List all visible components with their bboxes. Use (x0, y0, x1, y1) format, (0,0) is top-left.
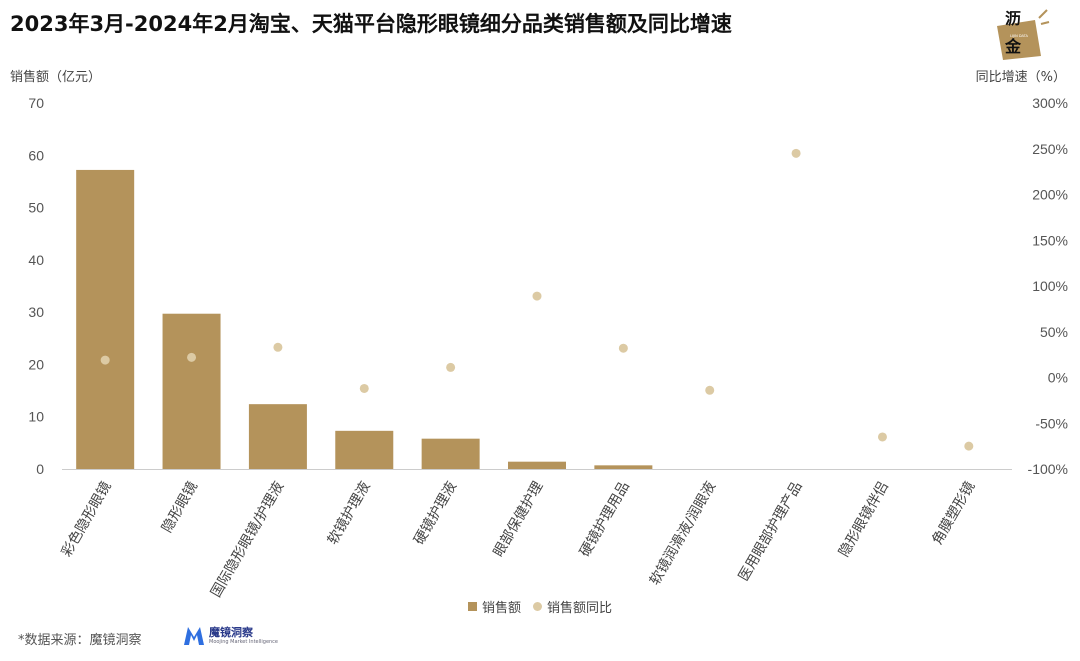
right-axis-title: 同比增速（%） (975, 70, 1066, 85)
right-tick-label: 250% (1032, 141, 1068, 157)
bar-5 (508, 461, 566, 469)
legend-item-sales: 销售额 (467, 597, 521, 616)
x-tick-label: 彩色隐形眼镜 (58, 479, 115, 560)
logo-ray-icon (1038, 9, 1048, 19)
yoy-dot-7 (705, 385, 715, 395)
x-tick-label: 硬镜护理液 (411, 479, 460, 548)
yoy-dot-9 (877, 432, 887, 442)
left-tick-label: 10 (28, 409, 44, 425)
x-tick-label: 软镜润滑液/润眼液 (646, 479, 719, 589)
x-axis-labels: 彩色隐形眼镜 隐形眼镜 国际隐形眼镜/护理液 软镜护理液 硬镜护理液 眼部保健护理 硬镜护理… (58, 479, 978, 601)
chart-plot: 0 10 20 30 40 50 60 70 -100% -50% 0% 50% 100% 150% 20… (28, 95, 1068, 601)
legend-item-yoy: 销售额同比 (533, 597, 612, 616)
bar-2 (248, 404, 307, 469)
right-tick-label: -50% (1035, 415, 1068, 431)
right-tick-label: 50% (1040, 324, 1068, 340)
right-axis-ticks: -100% -50% 0% 50% 100% 150% 200% 250% 300% (1028, 95, 1068, 477)
bar-0 (76, 169, 135, 469)
x-tick-label: 眼部保健护理 (491, 479, 547, 560)
x-tick-label: 硬镜护理用品 (577, 479, 633, 560)
left-tick-label: 70 (28, 95, 44, 111)
yoy-dot-4 (446, 362, 456, 372)
right-tick-label: 150% (1032, 232, 1068, 248)
yoy-dot-6 (618, 343, 628, 353)
left-tick-label: 50 (28, 200, 44, 216)
legend-label-sales: 销售额 (481, 601, 521, 616)
legend-bar-swatch (467, 602, 477, 611)
x-tick-label: 国际隐形眼镜/护理液 (208, 479, 287, 600)
left-axis-title: 销售额（亿元） (10, 70, 102, 85)
dot-series (100, 148, 974, 451)
x-tick-label: 隐形眼镜 (159, 479, 201, 535)
yoy-dot-1 (187, 352, 197, 362)
logo-small-text: LIJIN DATA (1010, 34, 1028, 38)
x-tick-label: 角膜塑形镜 (929, 479, 978, 548)
data-source-note: *数据来源：魔镜洞察 (18, 633, 142, 648)
x-tick-label: 隐形眼镜伴侣 (836, 479, 892, 560)
bar-series (76, 169, 653, 469)
left-axis-ticks: 0 10 20 30 40 50 60 70 (28, 95, 44, 477)
left-tick-label: 60 (28, 147, 44, 163)
right-tick-label: 0% (1048, 370, 1068, 386)
logo-badge (997, 20, 1041, 60)
bar-1 (162, 313, 221, 469)
brand-name: 魔镜洞察 (209, 626, 253, 639)
left-tick-label: 0 (36, 461, 44, 477)
yoy-dot-0 (100, 355, 110, 365)
brand-subtitle: Moojing Market Intelligence (209, 639, 279, 645)
logo-ray-icon (1040, 21, 1050, 25)
left-tick-label: 40 (28, 252, 44, 268)
legend-label-yoy: 销售额同比 (547, 601, 613, 616)
yoy-dot-8 (791, 148, 801, 158)
yoy-dot-5 (532, 291, 542, 301)
yoy-dot-10 (964, 441, 974, 451)
left-tick-label: 30 (28, 304, 44, 320)
chart-title: 2023年3月-2024年2月淘宝、天猫平台隐形眼镜细分品类销售额及同比增速 (10, 12, 732, 36)
right-tick-label: 300% (1032, 95, 1068, 111)
right-tick-label: 100% (1032, 278, 1068, 294)
bar-6 (594, 465, 653, 469)
x-tick-label: 医用眼部护理产品 (736, 479, 806, 584)
bar-4 (421, 438, 480, 469)
left-tick-label: 20 (28, 356, 44, 372)
legend-dot-swatch (533, 602, 542, 611)
x-tick-label: 软镜护理液 (325, 479, 374, 548)
logo-char-1: 沥 (1005, 9, 1021, 28)
moojing-logo-icon (184, 627, 204, 645)
yoy-dot-3 (359, 383, 369, 393)
yoy-dot-2 (273, 342, 283, 352)
legend: 销售额 销售额同比 (0, 597, 1080, 616)
source-brand: 魔镜洞察 Moojing Market Intelligence (183, 626, 278, 646)
bar-3 (335, 430, 394, 469)
brand-logo: 沥 金 LIJIN DATA (997, 9, 1050, 60)
logo-char-2: 金 (1004, 37, 1022, 56)
right-tick-label: 200% (1032, 187, 1068, 203)
right-tick-label: -100% (1028, 461, 1068, 477)
